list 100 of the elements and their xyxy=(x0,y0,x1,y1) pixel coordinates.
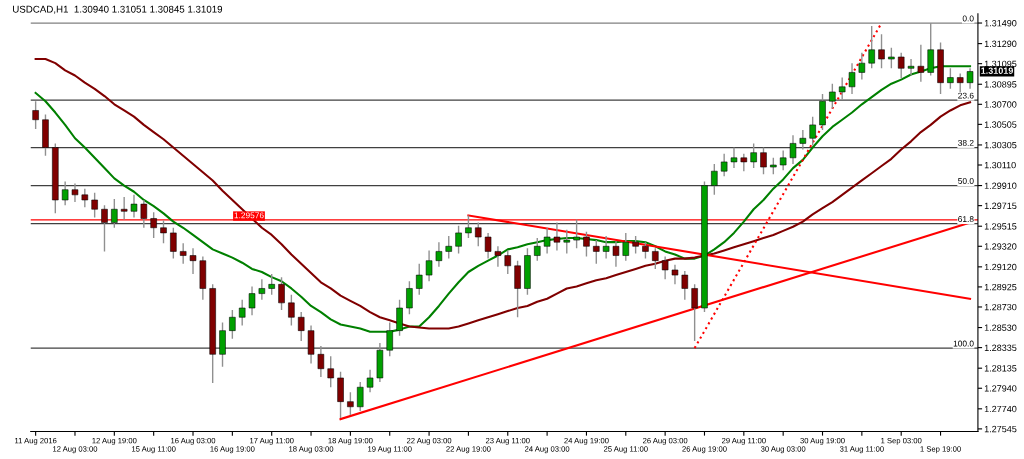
candlestick xyxy=(829,83,836,110)
candlestick xyxy=(848,62,856,95)
y-tick-label: 1.28530 xyxy=(984,324,1017,331)
candlestick xyxy=(819,93,826,131)
y-tick-label: 1.28335 xyxy=(984,344,1017,351)
candlestick xyxy=(622,232,630,262)
candlestick xyxy=(130,194,138,219)
candlestick xyxy=(179,242,187,265)
candlestick xyxy=(238,299,246,327)
candlestick xyxy=(760,146,767,175)
candlestick xyxy=(681,270,689,301)
y-tick-label: 1.30895 xyxy=(984,81,1017,88)
ref-line-label: 1.29576 xyxy=(234,212,264,219)
candlestick xyxy=(465,214,472,239)
candlestick xyxy=(111,198,118,229)
candlestick xyxy=(927,22,934,77)
candlestick xyxy=(32,100,39,130)
annotation: 100.0 xyxy=(953,340,974,347)
candlestick xyxy=(425,249,433,282)
text: 1.31019 xyxy=(981,67,1013,74)
candlestick xyxy=(573,218,580,250)
candlestick xyxy=(386,321,393,358)
y-tick-label: 1.28730 xyxy=(984,303,1017,311)
y-tick-label: 1.29320 xyxy=(984,243,1017,250)
candlestick xyxy=(583,231,590,258)
candlestick xyxy=(435,241,443,268)
candlestick xyxy=(779,149,787,171)
y-tick-label: 1.30505 xyxy=(984,121,1017,128)
candlestick xyxy=(406,280,413,315)
annotation: 0.0 xyxy=(962,15,974,22)
candlestick xyxy=(720,152,728,178)
annotation: 61.8 xyxy=(958,216,974,222)
candlestick xyxy=(248,285,256,316)
candlestick xyxy=(455,225,462,255)
candlestick xyxy=(671,264,679,286)
candlestick xyxy=(396,299,403,337)
candlestick xyxy=(475,221,482,247)
candlestick xyxy=(534,237,541,262)
candlestick xyxy=(858,52,866,81)
y-tick-label: 1.31095 xyxy=(984,60,1017,68)
annotation: 50.0 xyxy=(958,178,974,184)
candlestick xyxy=(347,391,354,416)
y-tick-label: 1.29715 xyxy=(984,202,1017,209)
chart-title: USDCAD,H1 1.30940 1.31051 1.30845 1.31019 xyxy=(13,5,223,14)
candlestick xyxy=(189,247,197,275)
candlestick xyxy=(229,309,236,340)
candlestick xyxy=(514,259,521,318)
candlestick xyxy=(809,115,816,147)
y-tick-label: 1.29910 xyxy=(984,182,1017,189)
candlestick xyxy=(81,187,89,208)
y-tick-label: 1.31490 xyxy=(984,20,1017,27)
candlestick xyxy=(553,221,561,252)
candlestick xyxy=(789,134,797,165)
y-tick-label: 1.27940 xyxy=(984,385,1017,392)
candlestick xyxy=(740,152,748,172)
y-tick-label: 1.27740 xyxy=(984,405,1017,413)
candlestick xyxy=(593,239,600,265)
candlestick xyxy=(327,355,334,388)
y-tick-label: 1.30305 xyxy=(984,141,1017,149)
candlestick xyxy=(711,163,718,196)
candlestick xyxy=(838,76,846,100)
candlestick xyxy=(504,249,511,275)
candlestick xyxy=(750,142,757,169)
candlestick xyxy=(91,192,98,219)
candlestick xyxy=(730,146,738,169)
candlestick xyxy=(897,52,905,80)
candlestick xyxy=(150,211,157,239)
candlestick xyxy=(297,311,305,342)
candlestick xyxy=(602,235,610,260)
candlestick xyxy=(652,247,659,270)
candlestick xyxy=(278,276,285,311)
annotation: 23.6 xyxy=(958,92,974,99)
y-tick-label: 1.30110 xyxy=(984,161,1016,169)
candlestick xyxy=(71,182,79,203)
candlestick xyxy=(563,229,571,255)
candlestick xyxy=(337,371,344,419)
candlestick xyxy=(888,47,895,69)
candlestick xyxy=(691,283,698,342)
candlestick xyxy=(612,240,620,268)
candlestick xyxy=(258,278,266,301)
candlestick xyxy=(356,381,364,412)
candlestick xyxy=(120,196,128,221)
candlestick xyxy=(170,227,177,260)
candlestick xyxy=(140,199,148,229)
candlestick xyxy=(799,129,807,151)
candlestick xyxy=(494,245,502,268)
y-tick-label: 1.28925 xyxy=(984,283,1017,291)
candlestick xyxy=(917,43,925,83)
candlestick xyxy=(268,273,275,296)
candlestick xyxy=(956,72,964,93)
candlestick xyxy=(61,180,69,206)
candlestick xyxy=(868,25,875,69)
y-tick-label: 1.28135 xyxy=(984,365,1017,372)
candlestick xyxy=(947,67,954,90)
y-tick-label: 1.27545 xyxy=(984,425,1017,433)
candlestick xyxy=(317,345,325,378)
y-tick-label: 1.29120 xyxy=(984,263,1017,271)
candlestick xyxy=(966,67,974,90)
candlestick xyxy=(219,321,226,368)
candlestick xyxy=(543,227,551,255)
